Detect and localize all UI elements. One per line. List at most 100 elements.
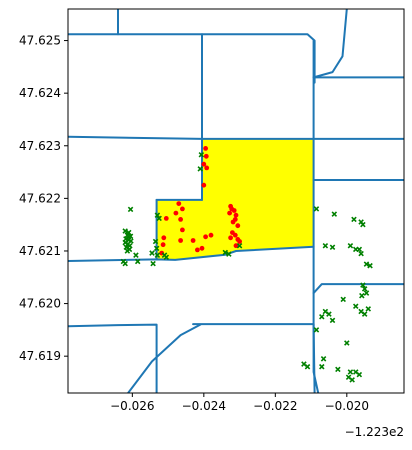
outside-point-34 — [351, 216, 357, 223]
outside-point-49 — [340, 296, 346, 303]
outside-point-27 — [134, 258, 141, 265]
outside-point-33 — [331, 211, 338, 217]
y-tick-label-0: 47.619 — [19, 349, 61, 363]
inside-point-32 — [233, 243, 239, 249]
inside-point-0 — [203, 146, 209, 151]
road-line-10 — [312, 283, 404, 295]
inside-point-33 — [237, 239, 243, 244]
outside-point-65 — [347, 369, 354, 375]
outside-point-50 — [352, 303, 359, 309]
outside-point-23 — [124, 248, 131, 254]
outside-point-29 — [222, 249, 229, 256]
outside-point-67 — [349, 377, 355, 383]
outside-point-47 — [363, 290, 370, 296]
outside-point-18 — [122, 239, 128, 246]
outside-point-38 — [329, 244, 336, 251]
inside-point-2 — [201, 161, 207, 167]
outside-point-46 — [361, 286, 368, 292]
y-tick-label-4: 47.623 — [19, 139, 61, 153]
outside-point-69 — [356, 371, 363, 378]
inside-point-29 — [232, 232, 238, 238]
road-line-14 — [312, 9, 348, 79]
plot-area — [68, 9, 404, 393]
outside-point-36 — [360, 221, 366, 228]
inside-point-4 — [201, 182, 207, 188]
outside-point-1 — [197, 166, 204, 172]
outside-point-10 — [163, 254, 170, 261]
outside-point-11 — [122, 228, 128, 234]
outside-point-56 — [326, 311, 332, 317]
outside-point-48 — [359, 292, 365, 299]
inside-point-26 — [230, 219, 236, 225]
outside-point-42 — [358, 250, 364, 257]
highlight-region-layer — [156, 138, 314, 260]
inside-point-10 — [163, 216, 169, 221]
outside-point-59 — [344, 340, 350, 346]
inside-point-30 — [228, 235, 234, 241]
outside-point-0 — [198, 151, 205, 158]
inside-point-5 — [176, 201, 182, 207]
x-tick-label-0: −0.026 — [110, 399, 154, 413]
outside-point-31 — [236, 242, 243, 249]
outside-point-8 — [154, 252, 161, 258]
outside-point-60 — [320, 356, 327, 362]
inside-point-1 — [203, 153, 209, 159]
inside-point-3 — [204, 165, 210, 171]
outside-point-63 — [301, 361, 307, 367]
inside-point-8 — [178, 217, 184, 222]
outside-point-14 — [127, 233, 134, 240]
y-tick-label-3: 47.622 — [19, 191, 61, 205]
outside-point-32 — [313, 206, 320, 212]
y-tick-label-2: 47.621 — [19, 244, 61, 258]
x-axis: −0.026 −0.024 −0.022 −0.020 — [110, 393, 369, 413]
outside-point-6 — [153, 245, 160, 252]
x-tick-label-1: −0.024 — [182, 399, 226, 413]
outside-point-44 — [367, 262, 373, 269]
outside-point-28 — [150, 260, 156, 267]
road-line-3 — [68, 135, 404, 140]
road-line-11 — [68, 323, 158, 393]
outside-point-55 — [319, 313, 325, 320]
outside-point-39 — [347, 242, 354, 249]
outside-point-43 — [363, 261, 370, 267]
inside-point-9 — [180, 227, 185, 233]
road-line-15 — [312, 323, 316, 393]
outside-point-25 — [122, 260, 128, 267]
outside-point-57 — [329, 317, 336, 324]
inside-point-14 — [178, 238, 184, 243]
inside-point-12 — [160, 242, 166, 248]
outside-point-58 — [313, 327, 320, 333]
outside-point-64 — [335, 366, 341, 373]
highlighted-block — [156, 138, 314, 260]
outside-point-61 — [319, 363, 325, 370]
outside-point-45 — [360, 282, 366, 288]
x-tick-label-2: −0.022 — [253, 399, 297, 413]
x-tick-label-3: −0.020 — [325, 399, 369, 413]
inside-point-27 — [235, 223, 241, 229]
outside-point-5 — [152, 238, 159, 245]
inside-point-23 — [227, 210, 233, 216]
points-layer — [120, 146, 373, 383]
outside-point-26 — [133, 252, 139, 258]
inside-point-7 — [173, 210, 179, 216]
inside-point-16 — [195, 247, 200, 253]
inside-point-22 — [231, 208, 237, 213]
outside-point-41 — [356, 246, 363, 253]
roads-layer — [68, 9, 404, 393]
inside-point-11 — [161, 235, 167, 241]
outside-point-2 — [127, 206, 134, 213]
outside-point-7 — [149, 250, 155, 256]
outside-point-4 — [156, 215, 162, 222]
inside-point-19 — [208, 232, 214, 238]
y-tick-label-5: 47.624 — [19, 86, 61, 100]
outside-point-30 — [226, 251, 232, 257]
inside-point-18 — [199, 245, 205, 251]
outside-point-3 — [154, 212, 161, 218]
x-offset-label: −1.223e2 — [345, 425, 404, 439]
y-tick-label-6: 47.625 — [19, 34, 61, 48]
axes-frame — [67, 8, 405, 394]
y-tick-label-1: 47.620 — [19, 297, 61, 311]
inside-point-17 — [203, 234, 209, 240]
